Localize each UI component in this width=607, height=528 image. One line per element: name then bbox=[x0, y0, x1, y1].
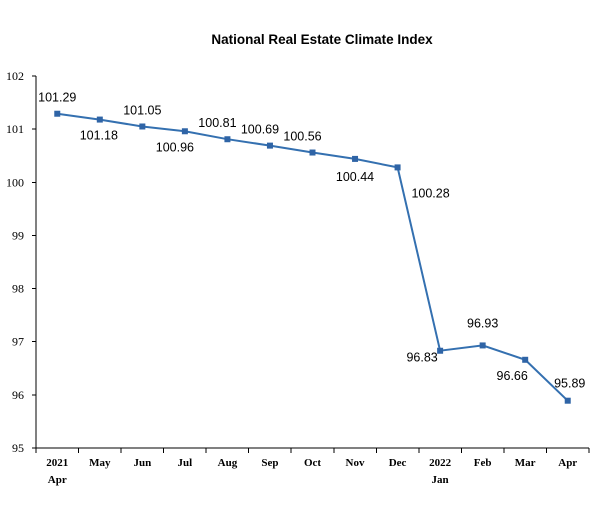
data-label: 95.89 bbox=[554, 377, 585, 391]
y-tick-label: 95 bbox=[12, 441, 24, 455]
data-label: 100.56 bbox=[283, 130, 321, 144]
data-label: 100.44 bbox=[336, 170, 374, 184]
data-point bbox=[266, 142, 273, 149]
data-label: 100.96 bbox=[156, 140, 194, 154]
y-tick-label: 97 bbox=[12, 335, 24, 349]
x-tick-label: Oct bbox=[304, 457, 321, 469]
data-point bbox=[224, 136, 231, 143]
x-tick-label: 2022 bbox=[429, 457, 452, 469]
x-tick-label: Apr bbox=[558, 457, 577, 469]
data-point bbox=[309, 149, 316, 156]
data-point bbox=[181, 128, 188, 135]
data-point bbox=[139, 123, 146, 130]
x-tick-label: Jul bbox=[178, 457, 193, 469]
y-tick-label: 99 bbox=[12, 228, 24, 242]
data-labels-group: 101.29 101.18 101.05 100.96 100.81 100.69 100.… bbox=[38, 91, 585, 391]
x-tick-label-line2: Apr bbox=[48, 474, 67, 486]
y-tick-label: 98 bbox=[12, 282, 24, 296]
data-point bbox=[352, 155, 359, 162]
x-tick-label: Feb bbox=[474, 457, 492, 469]
y-tick-label: 102 bbox=[6, 69, 24, 83]
data-label: 100.69 bbox=[241, 123, 279, 137]
axes bbox=[35, 76, 589, 449]
x-tick-label: Jun bbox=[133, 457, 151, 469]
data-label: 96.66 bbox=[497, 369, 528, 383]
data-label: 101.29 bbox=[38, 91, 76, 105]
data-point bbox=[54, 110, 61, 117]
chart-title: National Real Estate Climate Index bbox=[211, 32, 433, 47]
data-point bbox=[437, 347, 444, 354]
data-label: 100.28 bbox=[411, 186, 449, 200]
data-point bbox=[564, 397, 571, 404]
x-tick-label: May bbox=[89, 457, 111, 469]
x-tick-label: Aug bbox=[218, 457, 238, 469]
data-point bbox=[522, 356, 529, 363]
y-tick-label: 100 bbox=[6, 175, 24, 189]
data-label: 101.05 bbox=[123, 103, 161, 117]
x-tick-label: Mar bbox=[515, 457, 536, 469]
y-axis-ticks: 95 96 97 98 99 100 101 102 bbox=[6, 69, 36, 455]
x-tick-label-line2: Jan bbox=[432, 474, 449, 486]
x-tick-label: Dec bbox=[389, 457, 407, 469]
data-point bbox=[394, 164, 401, 171]
y-tick-label: 96 bbox=[12, 388, 24, 402]
markers-group bbox=[54, 110, 571, 404]
data-label: 96.93 bbox=[467, 316, 498, 330]
data-point bbox=[479, 342, 486, 349]
data-label: 100.81 bbox=[198, 116, 236, 130]
data-point bbox=[96, 116, 103, 123]
x-axis-ticks: 2021 Apr May Jun Jul Aug Sep Oct Nov Dec 2022 Jan Fe… bbox=[35, 448, 590, 486]
x-tick-label: Nov bbox=[346, 457, 365, 469]
x-tick-label: 2021 bbox=[46, 457, 68, 469]
series-line-group bbox=[57, 112, 569, 402]
series-line bbox=[57, 112, 569, 402]
y-tick-label: 101 bbox=[6, 122, 24, 136]
x-tick-label: Sep bbox=[261, 457, 278, 469]
data-label: 96.83 bbox=[406, 351, 437, 365]
data-label: 101.18 bbox=[80, 129, 118, 143]
